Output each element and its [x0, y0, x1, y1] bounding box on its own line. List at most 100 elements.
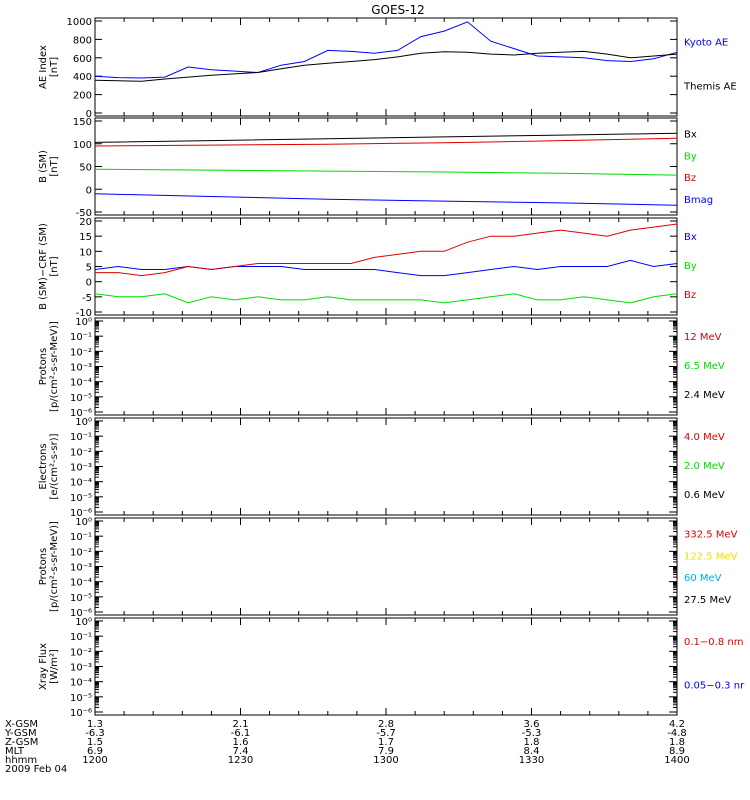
y-axis-label-line: Protons — [38, 548, 49, 585]
legend-entry: 2.0 MeV — [684, 461, 725, 472]
y-tick-label: 200 — [73, 91, 92, 102]
x-axis-value: 7.9 — [378, 746, 394, 757]
y-tick-label: 10⁻¹ — [70, 632, 92, 643]
series-line-bz — [95, 223, 678, 277]
x-axis-date: 2009 Feb 04 — [5, 764, 67, 775]
y-axis-label-line: [nT] — [49, 156, 60, 176]
x-axis-value: 1.6 — [233, 737, 249, 748]
y-axis-label: Electrons [e/(cm²-s-sr)] — [38, 433, 60, 499]
y-tick-label: 600 — [73, 54, 92, 65]
legend-entry: 4.0 MeV — [684, 432, 725, 443]
y-tick-label: 10⁰ — [75, 417, 92, 428]
y-axis-label-line: Protons — [38, 348, 49, 385]
y-tick-label: 10⁻¹ — [70, 432, 92, 443]
legend-entry: 60 MeV — [684, 573, 722, 584]
y-tick-label: 150 — [73, 117, 92, 128]
y-tick-label: 15 — [79, 232, 92, 243]
y-tick-label: 10⁻⁶ — [70, 508, 92, 519]
y-tick-label: 10⁻⁶ — [70, 408, 92, 419]
x-axis-value: 1.5 — [87, 737, 103, 748]
x-axis-value: 7.4 — [233, 746, 249, 757]
x-axis-value: -5.3 — [522, 728, 542, 739]
y-tick-label: 10⁰ — [75, 517, 92, 528]
legend-entry: 332.5 MeV — [684, 530, 738, 541]
legend-entry: Bx — [684, 130, 697, 141]
x-axis-value: 2.8 — [378, 719, 394, 730]
y-tick-label: 50 — [79, 163, 92, 174]
y-tick-label: 100 — [73, 140, 92, 151]
series-line-bmag — [94, 193, 678, 206]
panel-2: -50 0 50 100 150 B (SM) [nT] Bx By Bz Bmag — [38, 117, 713, 219]
panel-3: -10 -5 0 5 10 15 20 B (SM)−CRF (SM) [nT] Bx By Bz — [38, 217, 697, 319]
x-axis-value: 1.3 — [87, 719, 103, 730]
y-tick-label: 10⁻³ — [70, 363, 92, 374]
legend-entry: By — [684, 151, 697, 162]
y-axis-label: AE Index [nT] — [38, 45, 60, 89]
y-tick-label: 10⁻¹ — [70, 332, 92, 343]
y-axis-label-line: B (SM) — [38, 150, 49, 183]
legend-entry: By — [684, 261, 697, 272]
y-axis-label: Protons [p/(cm²-s-sr-MeV)] — [38, 521, 60, 612]
x-axis-value: 2.1 — [233, 719, 249, 730]
panel-1: 0 200 400 600 800 1000 AE Index [nT] Kyoto AE The… — [38, 17, 737, 120]
y-axis-label: Xray Flux [W/m²] — [38, 643, 60, 690]
y-tick-label: 10⁻⁴ — [70, 478, 92, 489]
x-axis-value: 1330 — [519, 755, 544, 766]
y-axis-label: Protons [p/(cm²-s-sr-MeV)] — [38, 321, 60, 412]
y-tick-label: 10⁻² — [70, 447, 92, 458]
panel-frame — [94, 17, 678, 117]
y-axis-label-line: B (SM)−CRF (SM) — [38, 223, 49, 310]
series-line-by — [94, 168, 678, 176]
legend-entry: Kyoto AE — [684, 37, 728, 48]
x-axis-value: -6.1 — [231, 728, 251, 739]
x-axis-value: -5.7 — [376, 728, 396, 739]
y-tick-label: 10⁰ — [75, 617, 92, 628]
y-axis-label-line: Xray Flux — [38, 643, 49, 690]
y-tick-label: 0 — [86, 278, 92, 289]
y-tick-label: 0 — [86, 185, 92, 196]
x-axis-value: 1400 — [664, 755, 689, 766]
y-tick-label: 10⁻² — [70, 347, 92, 358]
panel-5: 10⁰ 10⁻¹ 10⁻² 10⁻³ 10⁻⁴ 10⁻⁵ 10⁻⁶ Electrons [e/(… — [38, 417, 725, 519]
y-tick-label: -5 — [82, 293, 92, 304]
x-axis-value: 1.8 — [524, 737, 540, 748]
legend-entry: Bz — [684, 173, 696, 184]
legend-entry: 2.4 MeV — [684, 390, 725, 401]
plot-title: GOES-12 — [371, 3, 425, 17]
x-axis-value: 1.8 — [669, 737, 685, 748]
x-axis-row-label: Y-GSM — [4, 728, 37, 739]
y-tick-label: 5 — [86, 263, 92, 274]
x-axis-row-label: X-GSM — [5, 719, 38, 730]
legend-entry: 0.1−0.8 nm — [684, 637, 743, 648]
y-tick-label: 10⁻⁵ — [70, 593, 92, 604]
legend-entry: 12 MeV — [684, 332, 722, 343]
y-tick-label: 10⁻³ — [70, 563, 92, 574]
x-axis-value: 1200 — [82, 755, 107, 766]
y-tick-label: 10⁰ — [75, 317, 92, 328]
legend-entry: Bmag — [684, 195, 713, 206]
y-tick-label: 10⁻² — [70, 547, 92, 558]
x-axis-table: X-GSM 1.3 2.1 2.8 3.6 4.2 Y-GSM -6.3 -6.1 -5.7 -5.… — [4, 719, 690, 775]
y-tick-label: 0 — [86, 109, 92, 120]
series-line-by — [94, 293, 678, 304]
x-axis-row-label: hhmm — [5, 755, 37, 766]
panel-frame — [94, 517, 678, 616]
x-axis-value: 4.2 — [669, 719, 685, 730]
y-tick-label: 800 — [73, 35, 92, 46]
legend-entry: 6.5 MeV — [684, 361, 725, 372]
x-axis-value: 1300 — [373, 755, 398, 766]
y-tick-label: 10⁻⁴ — [70, 578, 92, 589]
x-axis-value: -4.8 — [667, 728, 687, 739]
legend-entry: Bz — [684, 290, 696, 301]
y-axis-label-line: [nT] — [49, 256, 60, 276]
legend-entry: 0.6 MeV — [684, 490, 725, 501]
y-tick-label: 10⁻⁶ — [70, 708, 92, 719]
x-axis-value: -6.3 — [85, 728, 105, 739]
y-axis-label-line: Electrons — [38, 443, 49, 489]
y-axis-label-line: [p/(cm²-s-sr-MeV)] — [49, 521, 60, 612]
y-tick-label: 1000 — [67, 17, 92, 28]
legend-entry: Bx — [684, 232, 697, 243]
x-axis-value: 8.4 — [524, 746, 540, 757]
x-axis-value: 1.7 — [378, 737, 394, 748]
